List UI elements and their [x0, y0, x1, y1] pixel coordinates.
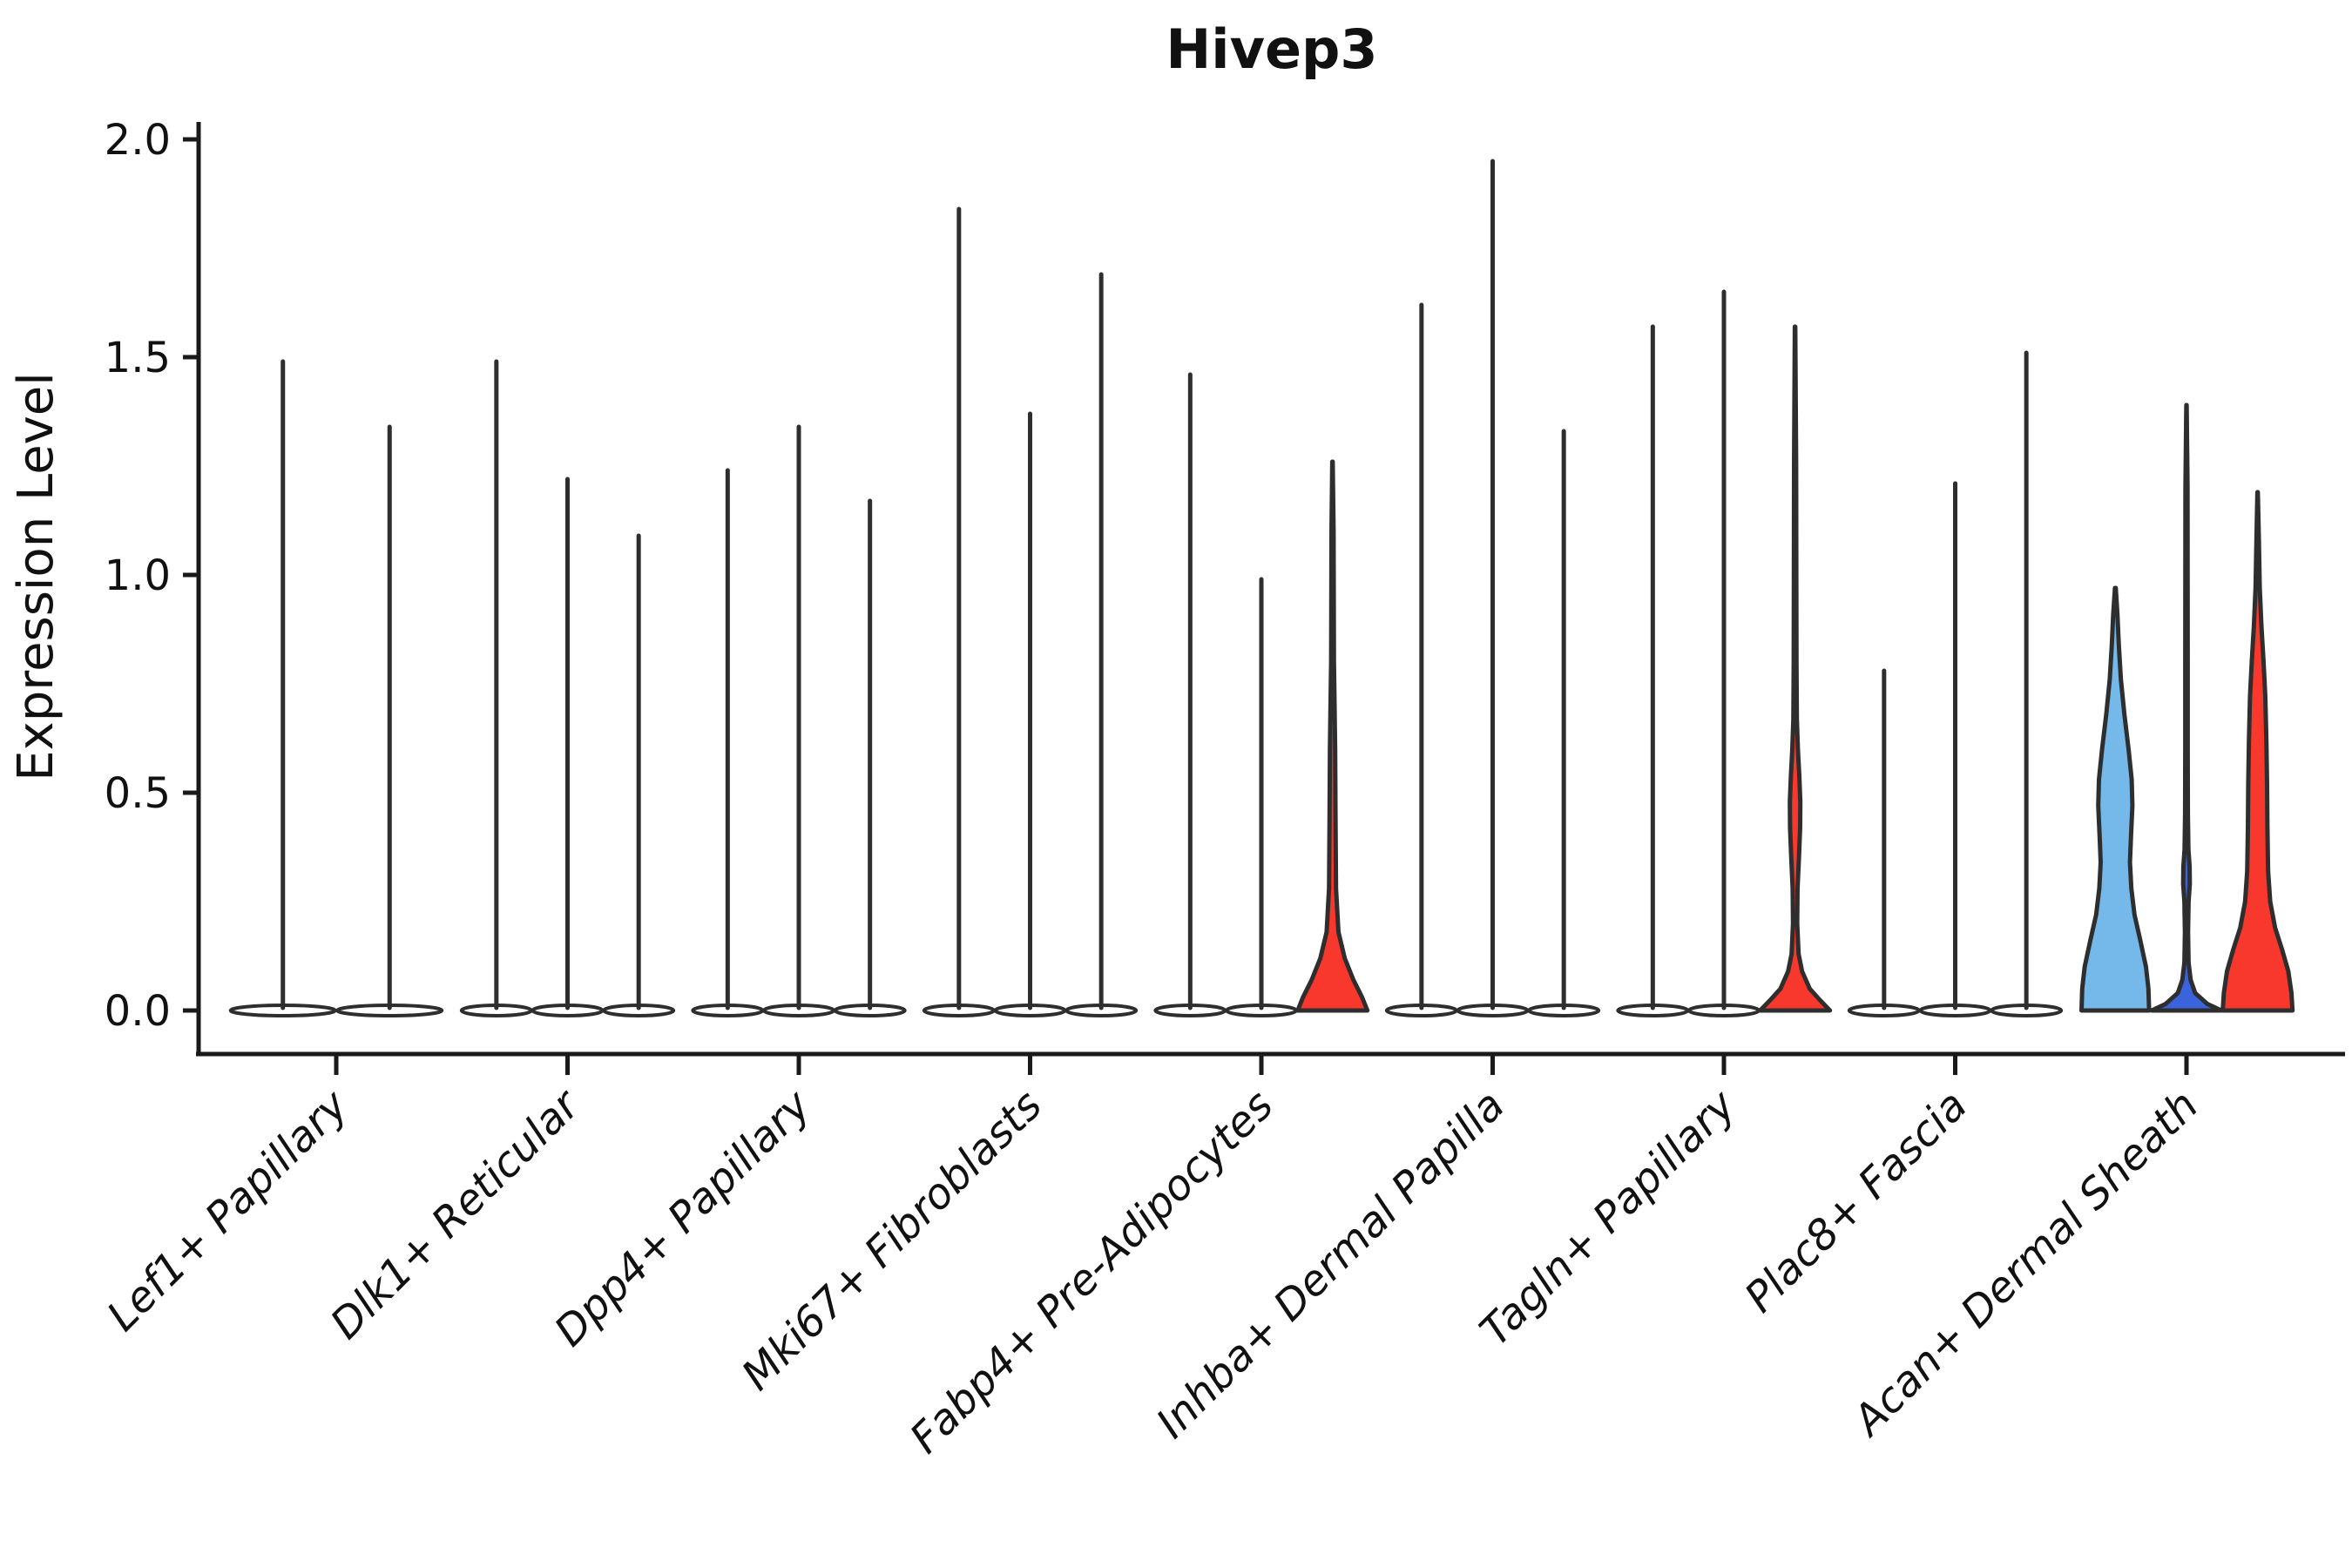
x-tick-label: Fabp4+ Pre-Adipocytes: [901, 1081, 1283, 1463]
x-tick-label: Lef1+ Papillary: [98, 1080, 358, 1341]
y-tick-label: 2.0: [105, 116, 171, 165]
y-tick-label: 0.0: [105, 987, 171, 1036]
x-tick-label: Plac8+ Fascia: [1735, 1081, 1977, 1322]
violin-5-3-red: [1295, 459, 1370, 1013]
x-tick-label: Dlk1+ Reticular: [321, 1079, 591, 1349]
y-axis-label: Expression Level: [8, 372, 64, 781]
violin-9-1-light_blue: [2079, 585, 2152, 1013]
chart-title: Hivep3: [1166, 17, 1377, 81]
y-tick-label: 1.5: [105, 334, 171, 382]
y-tick-label: 1.0: [105, 551, 171, 600]
x-tick-label: Tagln+ Papillary: [1470, 1080, 1746, 1355]
violin-9-3-red: [2220, 490, 2295, 1013]
violin-7-3-red: [1758, 324, 1833, 1013]
y-tick-label: 0.5: [105, 769, 171, 818]
violin-9-2-dark_blue: [2149, 402, 2224, 1013]
violins-layer: [228, 159, 2295, 1017]
x-tick-label: Dpp4+ Papillary: [545, 1080, 821, 1355]
